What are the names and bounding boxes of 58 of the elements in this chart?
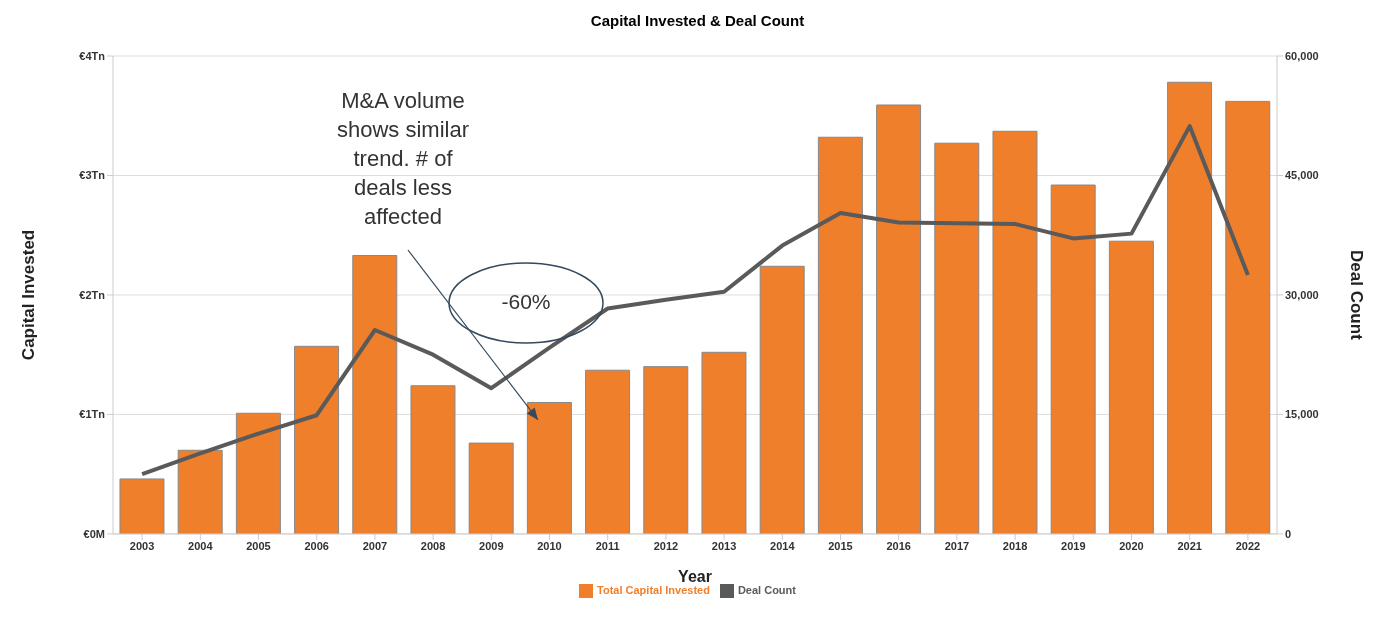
x-tick-label: 2006: [304, 539, 329, 552]
y-tick-label: €3Tn: [79, 169, 106, 182]
x-tick-label: 2015: [828, 539, 853, 552]
y2-tick-label: 60,000: [1285, 49, 1319, 62]
x-tick-label: 2022: [1235, 539, 1261, 552]
bar: [468, 442, 514, 534]
bar: [1050, 184, 1096, 534]
bar: [294, 345, 340, 534]
y-tick-label: €0M: [83, 527, 105, 540]
x-tick-label: 2007: [362, 539, 388, 552]
y2-tick-label: 0: [1285, 527, 1292, 540]
x-tick-label: 2017: [944, 539, 970, 552]
bar: [119, 478, 165, 534]
legend-label: Total Capital Invested: [597, 583, 710, 596]
bar: [759, 265, 805, 534]
bar: [1167, 81, 1213, 534]
x-tick-label: 2004: [188, 539, 214, 552]
bar: [352, 255, 398, 534]
x-tick-label: 2020: [1119, 539, 1144, 552]
x-axis-title: Year: [678, 567, 712, 585]
bar: [643, 366, 689, 534]
y-tick-label: €1Tn: [79, 408, 106, 421]
x-tick-label: 2016: [886, 539, 911, 552]
x-tick-label: 2005: [246, 539, 271, 552]
bar: [1225, 100, 1271, 534]
x-tick-label: 2009: [479, 539, 504, 552]
x-tick-label: 2019: [1061, 539, 1086, 552]
y-tick-label: €4Tn: [79, 49, 106, 62]
x-tick-label: 2018: [1002, 539, 1028, 552]
bar: [235, 412, 281, 534]
annotation: -60%: [500, 290, 552, 314]
bar: [526, 401, 572, 534]
y-tick-label: €2Tn: [79, 288, 106, 301]
chart-title: Capital Invested & Deal Count: [589, 12, 806, 29]
bar: [992, 130, 1038, 534]
x-tick-label: 2010: [537, 539, 562, 552]
x-tick-label: 2003: [129, 539, 155, 552]
bar: [701, 351, 747, 534]
x-tick-label: 2011: [595, 539, 620, 552]
y2-axis-title: Deal Count: [1346, 250, 1366, 341]
x-tick-label: 2013: [711, 539, 737, 552]
bar: [876, 104, 922, 534]
y2-tick-label: 15,000: [1285, 408, 1319, 421]
x-tick-label: 2012: [653, 539, 679, 552]
legend-label: Deal Count: [737, 583, 796, 596]
x-tick-label: 2021: [1177, 539, 1202, 552]
bar: [817, 136, 863, 534]
x-tick-label: 2014: [770, 539, 796, 552]
y-axis-title: Capital Invested: [19, 229, 39, 361]
annotation: M&A volume shows similar trend. # of deals less affected: [336, 87, 470, 231]
bar: [1108, 240, 1154, 534]
bar: [934, 142, 980, 534]
bar: [410, 385, 456, 534]
y2-tick-label: 30,000: [1285, 288, 1319, 301]
bar: [177, 449, 223, 534]
y2-tick-label: 45,000: [1285, 169, 1319, 182]
x-tick-label: 2008: [420, 539, 446, 552]
bar: [585, 369, 631, 534]
